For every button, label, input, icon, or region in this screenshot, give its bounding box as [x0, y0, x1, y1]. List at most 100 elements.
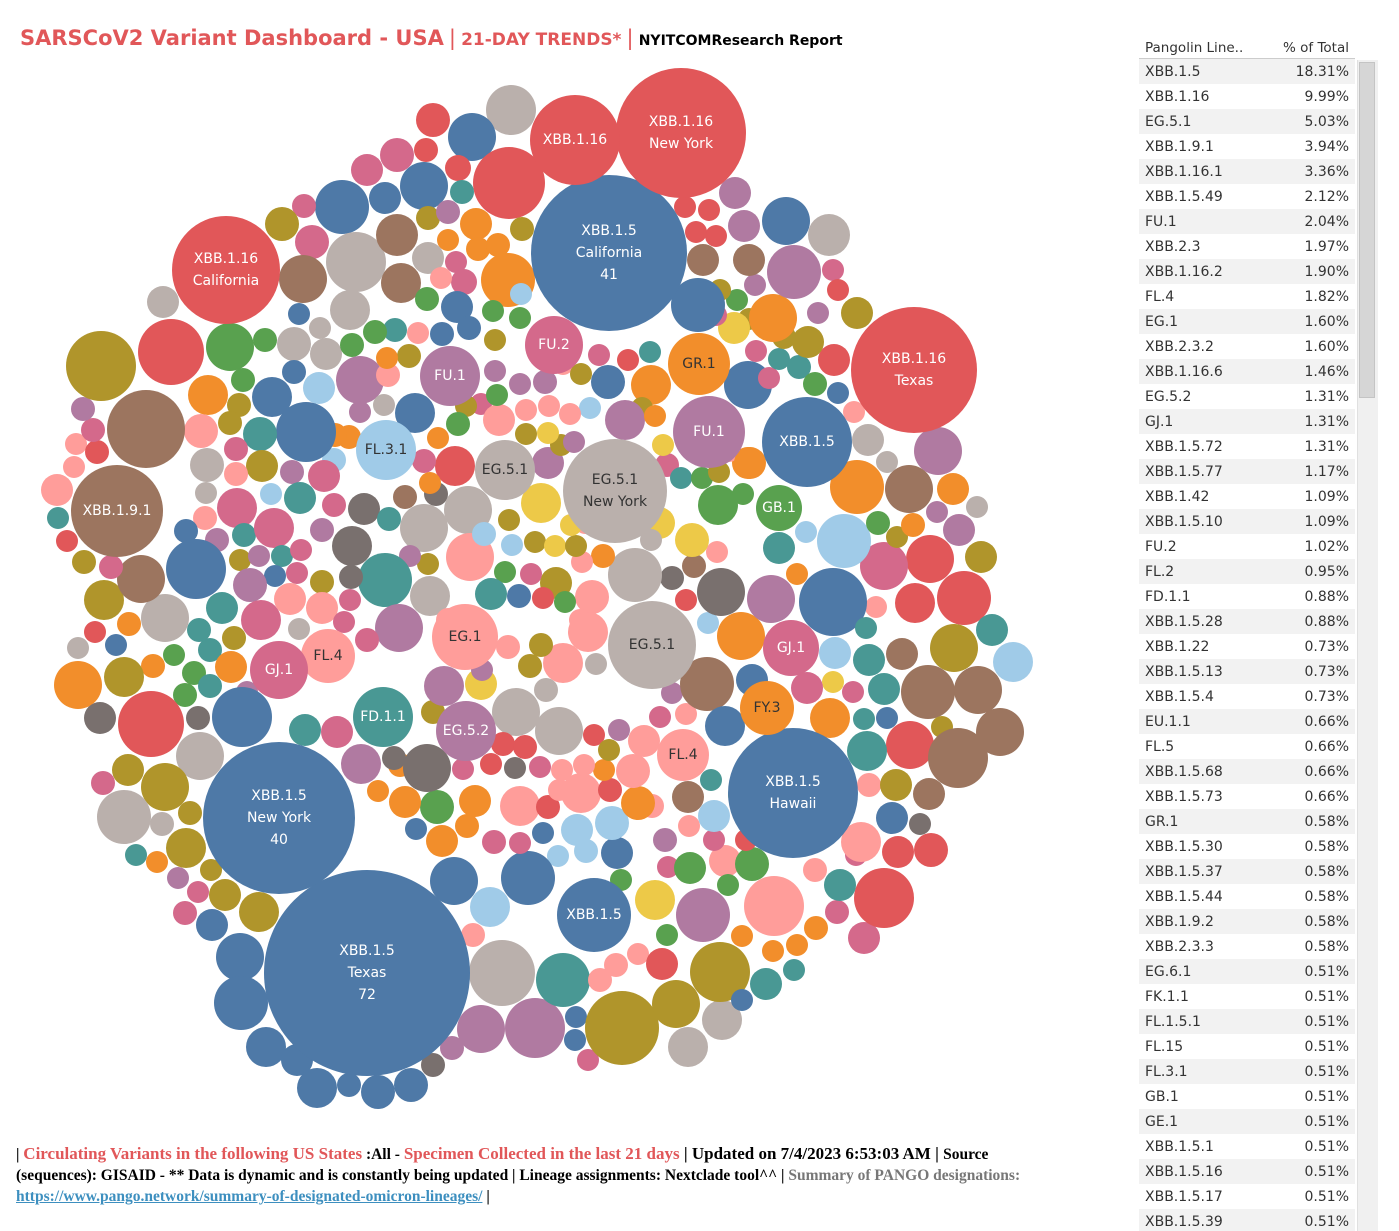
variant-bubble[interactable]: [498, 509, 520, 531]
variant-bubble[interactable]: [206, 323, 254, 371]
variant-bubble[interactable]: [786, 563, 808, 585]
variant-bubble-labeled[interactable]: [203, 742, 355, 894]
variant-bubble[interactable]: [577, 1049, 599, 1071]
variant-bubble[interactable]: [763, 532, 795, 564]
variant-bubble[interactable]: [544, 535, 566, 557]
variant-bubble[interactable]: [415, 287, 439, 311]
variant-bubble[interactable]: [886, 638, 918, 670]
variant-bubble[interactable]: [803, 858, 827, 882]
variant-bubble[interactable]: [914, 427, 962, 475]
variant-bubble[interactable]: [436, 200, 460, 224]
variant-bubble[interactable]: [441, 291, 473, 323]
variant-bubble[interactable]: [830, 460, 884, 514]
variant-bubble[interactable]: [380, 138, 414, 172]
variant-bubble[interactable]: [687, 244, 719, 276]
variant-bubble-labeled[interactable]: [420, 346, 480, 406]
variant-bubble[interactable]: [333, 611, 355, 633]
variant-bubble[interactable]: [231, 368, 255, 392]
variant-bubble[interactable]: [698, 800, 730, 832]
variant-bubble[interactable]: [698, 199, 720, 221]
variant-bubble[interactable]: [551, 759, 573, 781]
variant-bubble[interactable]: [744, 274, 766, 296]
variant-bubble[interactable]: [818, 344, 850, 376]
variant-bubble[interactable]: [394, 1068, 428, 1102]
variant-bubble[interactable]: [491, 732, 515, 756]
variant-bubble[interactable]: [99, 555, 123, 579]
variant-bubble[interactable]: [660, 566, 684, 590]
variant-bubble[interactable]: [260, 483, 282, 505]
variant-bubble[interactable]: [937, 473, 969, 505]
variant-bubble[interactable]: [376, 363, 400, 387]
variant-bubble[interactable]: [173, 901, 197, 925]
table-row[interactable]: XBB.1.5.16 0.51%: [1139, 1159, 1355, 1184]
variant-bubble[interactable]: [494, 561, 516, 583]
variant-bubble[interactable]: [518, 654, 542, 678]
variant-bubble[interactable]: [799, 568, 867, 636]
variant-bubble[interactable]: [339, 565, 363, 589]
lineage-table-header[interactable]: Pangolin Line.. % of Total: [1139, 37, 1355, 59]
variant-bubble[interactable]: [616, 754, 650, 788]
variant-bubble[interactable]: [678, 815, 700, 837]
variant-bubble[interactable]: [744, 876, 804, 936]
variant-bubble[interactable]: [332, 526, 372, 566]
variant-bubble[interactable]: [671, 278, 725, 332]
variant-bubble[interactable]: [212, 687, 272, 747]
variant-bubble[interactable]: [501, 534, 523, 556]
variant-bubble[interactable]: [697, 568, 745, 616]
table-row[interactable]: EU.1.1 0.66%: [1139, 709, 1355, 734]
variant-bubble[interactable]: [445, 155, 471, 181]
variant-bubble-labeled[interactable]: [432, 604, 498, 670]
variant-bubble[interactable]: [174, 519, 198, 543]
variant-bubble[interactable]: [254, 508, 294, 548]
variant-bubble[interactable]: [424, 666, 464, 706]
variant-bubble[interactable]: [71, 397, 95, 421]
variant-bubble[interactable]: [282, 360, 306, 384]
variant-bubble[interactable]: [407, 322, 429, 344]
variant-bubble[interactable]: [561, 814, 593, 846]
variant-bubble[interactable]: [735, 847, 769, 881]
table-row[interactable]: EG.6.1 0.51%: [1139, 959, 1355, 984]
variant-bubble[interactable]: [54, 661, 102, 709]
variant-bubble[interactable]: [532, 447, 564, 479]
variant-bubble[interactable]: [965, 541, 997, 573]
variant-bubble[interactable]: [954, 666, 1002, 714]
variant-bubble[interactable]: [509, 832, 531, 854]
variant-bubble[interactable]: [85, 440, 109, 464]
variant-bubble-labeled[interactable]: [250, 641, 308, 699]
variant-bubble[interactable]: [486, 384, 508, 406]
variant-bubble[interactable]: [480, 753, 502, 775]
variant-bubble[interactable]: [461, 923, 485, 947]
variant-bubble[interactable]: [381, 263, 421, 303]
variant-bubble[interactable]: [937, 571, 991, 625]
variant-bubble[interactable]: [397, 344, 421, 368]
variant-bubble[interactable]: [377, 507, 401, 531]
variant-bubble[interactable]: [718, 312, 750, 344]
variant-bubble[interactable]: [564, 1029, 586, 1051]
variant-bubble[interactable]: [430, 857, 478, 905]
variant-bubble[interactable]: [367, 780, 389, 802]
variant-bubble[interactable]: [286, 562, 308, 584]
variant-bubble[interactable]: [507, 584, 531, 608]
variant-bubble-labeled[interactable]: [762, 397, 852, 487]
variant-bubble[interactable]: [783, 959, 805, 981]
variant-bubble[interactable]: [486, 85, 536, 135]
variant-bubble[interactable]: [808, 214, 850, 256]
variant-bubble[interactable]: [583, 724, 605, 746]
variant-bubble[interactable]: [852, 424, 884, 456]
variant-bubble[interactable]: [91, 771, 115, 795]
variant-bubble[interactable]: [635, 880, 675, 920]
variant-bubble[interactable]: [529, 633, 553, 657]
table-row[interactable]: XBB.2.3.2 1.60%: [1139, 334, 1355, 359]
variant-bubble[interactable]: [535, 707, 583, 755]
variant-bubble[interactable]: [280, 460, 304, 484]
table-row[interactable]: XBB.1.5 18.31%: [1139, 59, 1355, 84]
variant-bubble[interactable]: [532, 822, 554, 844]
table-row[interactable]: FD.1.1 0.88%: [1139, 584, 1355, 609]
table-row[interactable]: XBB.1.9.1 3.94%: [1139, 134, 1355, 159]
variant-bubble[interactable]: [515, 399, 537, 421]
variant-bubble[interactable]: [147, 286, 179, 318]
variant-bubble[interactable]: [500, 786, 540, 826]
variant-bubble[interactable]: [559, 403, 581, 425]
table-row[interactable]: FL.15 0.51%: [1139, 1034, 1355, 1059]
variant-bubble[interactable]: [928, 728, 988, 788]
